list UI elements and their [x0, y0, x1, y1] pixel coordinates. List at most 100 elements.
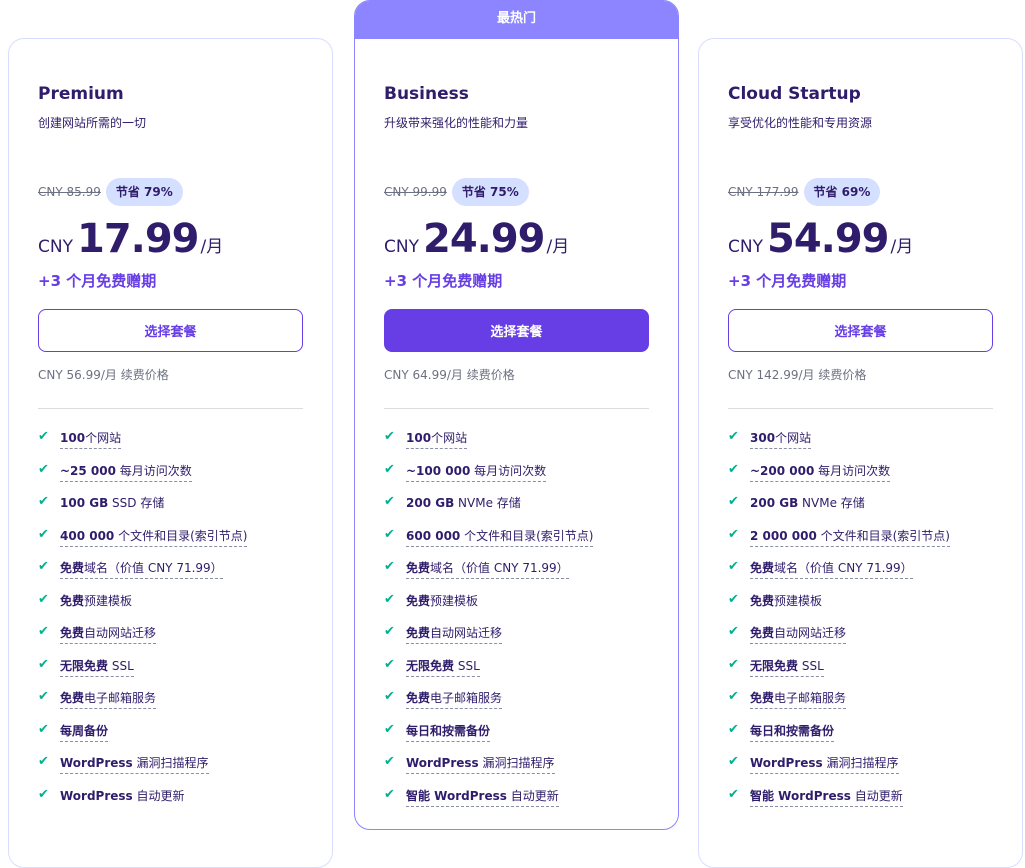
feature-detail: NVMe 存储 — [454, 496, 521, 510]
feature-item: ✔ 每周备份 — [38, 722, 303, 755]
feature-text[interactable]: ~200 000 每月访问次数 — [750, 462, 891, 482]
feature-detail: 自动更新 — [132, 788, 185, 803]
feature-text[interactable]: 免费域名（价值 CNY 71.99） — [60, 559, 223, 579]
feature-highlight: 免费 — [60, 561, 85, 575]
divider — [728, 408, 993, 409]
feature-item: ✔ WordPress 漏洞扫描程序 — [728, 754, 993, 787]
feature-text[interactable]: 智能 WordPress 自动更新 — [750, 787, 903, 807]
feature-item: ✔ 免费域名（价值 CNY 71.99） — [728, 559, 993, 592]
check-icon: ✔ — [728, 786, 739, 802]
feature-highlight: 免费 — [406, 626, 431, 640]
feature-text[interactable]: 免费自动网站迁移 — [750, 624, 847, 644]
select-plan-button[interactable]: 选择套餐 — [38, 309, 303, 352]
feature-text: 免费预建模板 — [406, 592, 478, 611]
feature-detail: 预建模板 — [84, 593, 133, 608]
feature-detail: 电子邮箱服务 — [430, 691, 503, 705]
check-icon: ✔ — [38, 721, 49, 737]
price-period: /月 — [890, 237, 914, 257]
check-icon: ✔ — [384, 526, 395, 542]
feature-text[interactable]: 无限免费 SSL — [60, 657, 134, 677]
feature-detail: 域名（价值 CNY 71.99） — [774, 561, 913, 575]
feature-highlight: 智能 WordPress — [406, 788, 507, 803]
check-icon: ✔ — [38, 429, 49, 444]
feature-item: ✔ ~100 000 每月访问次数 — [384, 462, 649, 495]
feature-text[interactable]: 免费电子邮箱服务 — [406, 689, 503, 709]
feature-item: ✔ 免费域名（价值 CNY 71.99） — [38, 559, 303, 592]
feature-item: ✔ 免费自动网站迁移 — [384, 624, 649, 657]
feature-text[interactable]: 免费自动网站迁移 — [406, 624, 503, 644]
check-icon: ✔ — [728, 754, 739, 769]
check-icon: ✔ — [384, 786, 395, 802]
feature-item: ✔ 无限免费 SSL — [38, 657, 303, 690]
feature-detail: 漏洞扫描程序 — [822, 756, 899, 770]
divider — [38, 408, 303, 409]
feature-text[interactable]: 每日和按需备份 — [750, 722, 835, 742]
feature-text[interactable]: ~100 000 每月访问次数 — [406, 462, 547, 482]
feature-text[interactable]: 免费电子邮箱服务 — [60, 689, 157, 709]
check-icon: ✔ — [728, 461, 739, 477]
feature-highlight: 100 — [60, 431, 86, 445]
feature-text[interactable]: WordPress 漏洞扫描程序 — [60, 754, 209, 774]
check-icon: ✔ — [728, 689, 739, 704]
select-plan-button[interactable]: 选择套餐 — [728, 309, 993, 352]
feature-text[interactable]: 免费自动网站迁移 — [60, 624, 157, 644]
feature-highlight: 200 GB — [406, 496, 455, 510]
feature-detail: 每月访问次数 — [814, 463, 891, 478]
feature-text[interactable]: 每周备份 — [60, 722, 109, 742]
feature-item: ✔ 200 GB NVMe 存储 — [728, 494, 993, 527]
feature-highlight: WordPress — [60, 788, 133, 803]
currency: CNY — [728, 237, 763, 257]
feature-text[interactable]: 600 000 个文件和目录(索引节点) — [406, 527, 594, 547]
feature-text[interactable]: 300个网站 — [750, 429, 812, 449]
feature-item: ✔ WordPress 自动更新 — [38, 787, 303, 820]
feature-item: ✔ 免费电子邮箱服务 — [384, 689, 649, 722]
feature-text[interactable]: 2 000 000 个文件和目录(索引节点) — [750, 527, 950, 547]
feature-detail: 自动更新 — [506, 788, 559, 803]
feature-text[interactable]: WordPress 漏洞扫描程序 — [406, 754, 555, 774]
feature-text: 200 GB NVMe 存储 — [406, 494, 521, 513]
feature-text[interactable]: 100个网站 — [60, 429, 122, 449]
check-icon: ✔ — [728, 429, 739, 444]
feature-text[interactable]: 无限免费 SSL — [406, 657, 480, 677]
feature-detail: 自动更新 — [850, 788, 903, 803]
feature-item: ✔ 免费电子邮箱服务 — [38, 689, 303, 722]
feature-item: ✔ ~200 000 每月访问次数 — [728, 462, 993, 495]
select-plan-button[interactable]: 选择套餐 — [384, 309, 649, 352]
feature-text[interactable]: 免费域名（价值 CNY 71.99） — [406, 559, 569, 579]
original-price: CNY 177.99 — [728, 185, 799, 199]
feature-detail: 自动网站迁移 — [84, 626, 157, 640]
check-icon: ✔ — [38, 559, 49, 574]
most-popular-ribbon: 最热门 — [355, 1, 678, 39]
feature-detail: 个文件和目录(索引节点) — [460, 528, 594, 543]
feature-text[interactable]: 100个网站 — [406, 429, 468, 449]
feature-highlight: 100 GB — [60, 496, 109, 510]
check-icon: ✔ — [38, 526, 49, 542]
feature-highlight: WordPress — [750, 756, 823, 770]
feature-item: ✔ WordPress 漏洞扫描程序 — [38, 754, 303, 787]
check-icon: ✔ — [728, 559, 739, 574]
feature-detail: 漏洞扫描程序 — [478, 756, 555, 770]
bonus-months: +3 个月免费赠期 — [38, 272, 157, 290]
feature-text[interactable]: 智能 WordPress 自动更新 — [406, 787, 559, 807]
feature-highlight: 免费 — [60, 593, 85, 608]
feature-highlight: 免费 — [750, 593, 775, 608]
feature-text[interactable]: 免费电子邮箱服务 — [750, 689, 847, 709]
feature-text[interactable]: 无限免费 SSL — [750, 657, 824, 677]
feature-item: ✔ 免费预建模板 — [728, 592, 993, 625]
feature-detail: 个网站 — [85, 431, 122, 445]
feature-text[interactable]: WordPress 漏洞扫描程序 — [750, 754, 899, 774]
feature-detail: 域名（价值 CNY 71.99） — [84, 561, 223, 575]
check-icon: ✔ — [38, 689, 49, 704]
feature-highlight: 无限免费 — [60, 658, 109, 673]
feature-text[interactable]: 免费域名（价值 CNY 71.99） — [750, 559, 913, 579]
feature-text[interactable]: 400 000 个文件和目录(索引节点) — [60, 527, 248, 547]
feature-item: ✔ 100 GB SSD 存储 — [38, 494, 303, 527]
feature-text[interactable]: 每日和按需备份 — [406, 722, 491, 742]
feature-text[interactable]: ~25 000 每月访问次数 — [60, 462, 192, 482]
feature-detail: 个文件和目录(索引节点) — [114, 528, 248, 543]
check-icon: ✔ — [384, 461, 395, 477]
plan-subtitle: 升级带来强化的性能和力量 — [384, 116, 529, 130]
check-icon: ✔ — [728, 624, 739, 639]
feature-detail: 电子邮箱服务 — [774, 691, 847, 705]
bonus-months: +3 个月免费赠期 — [728, 272, 847, 290]
